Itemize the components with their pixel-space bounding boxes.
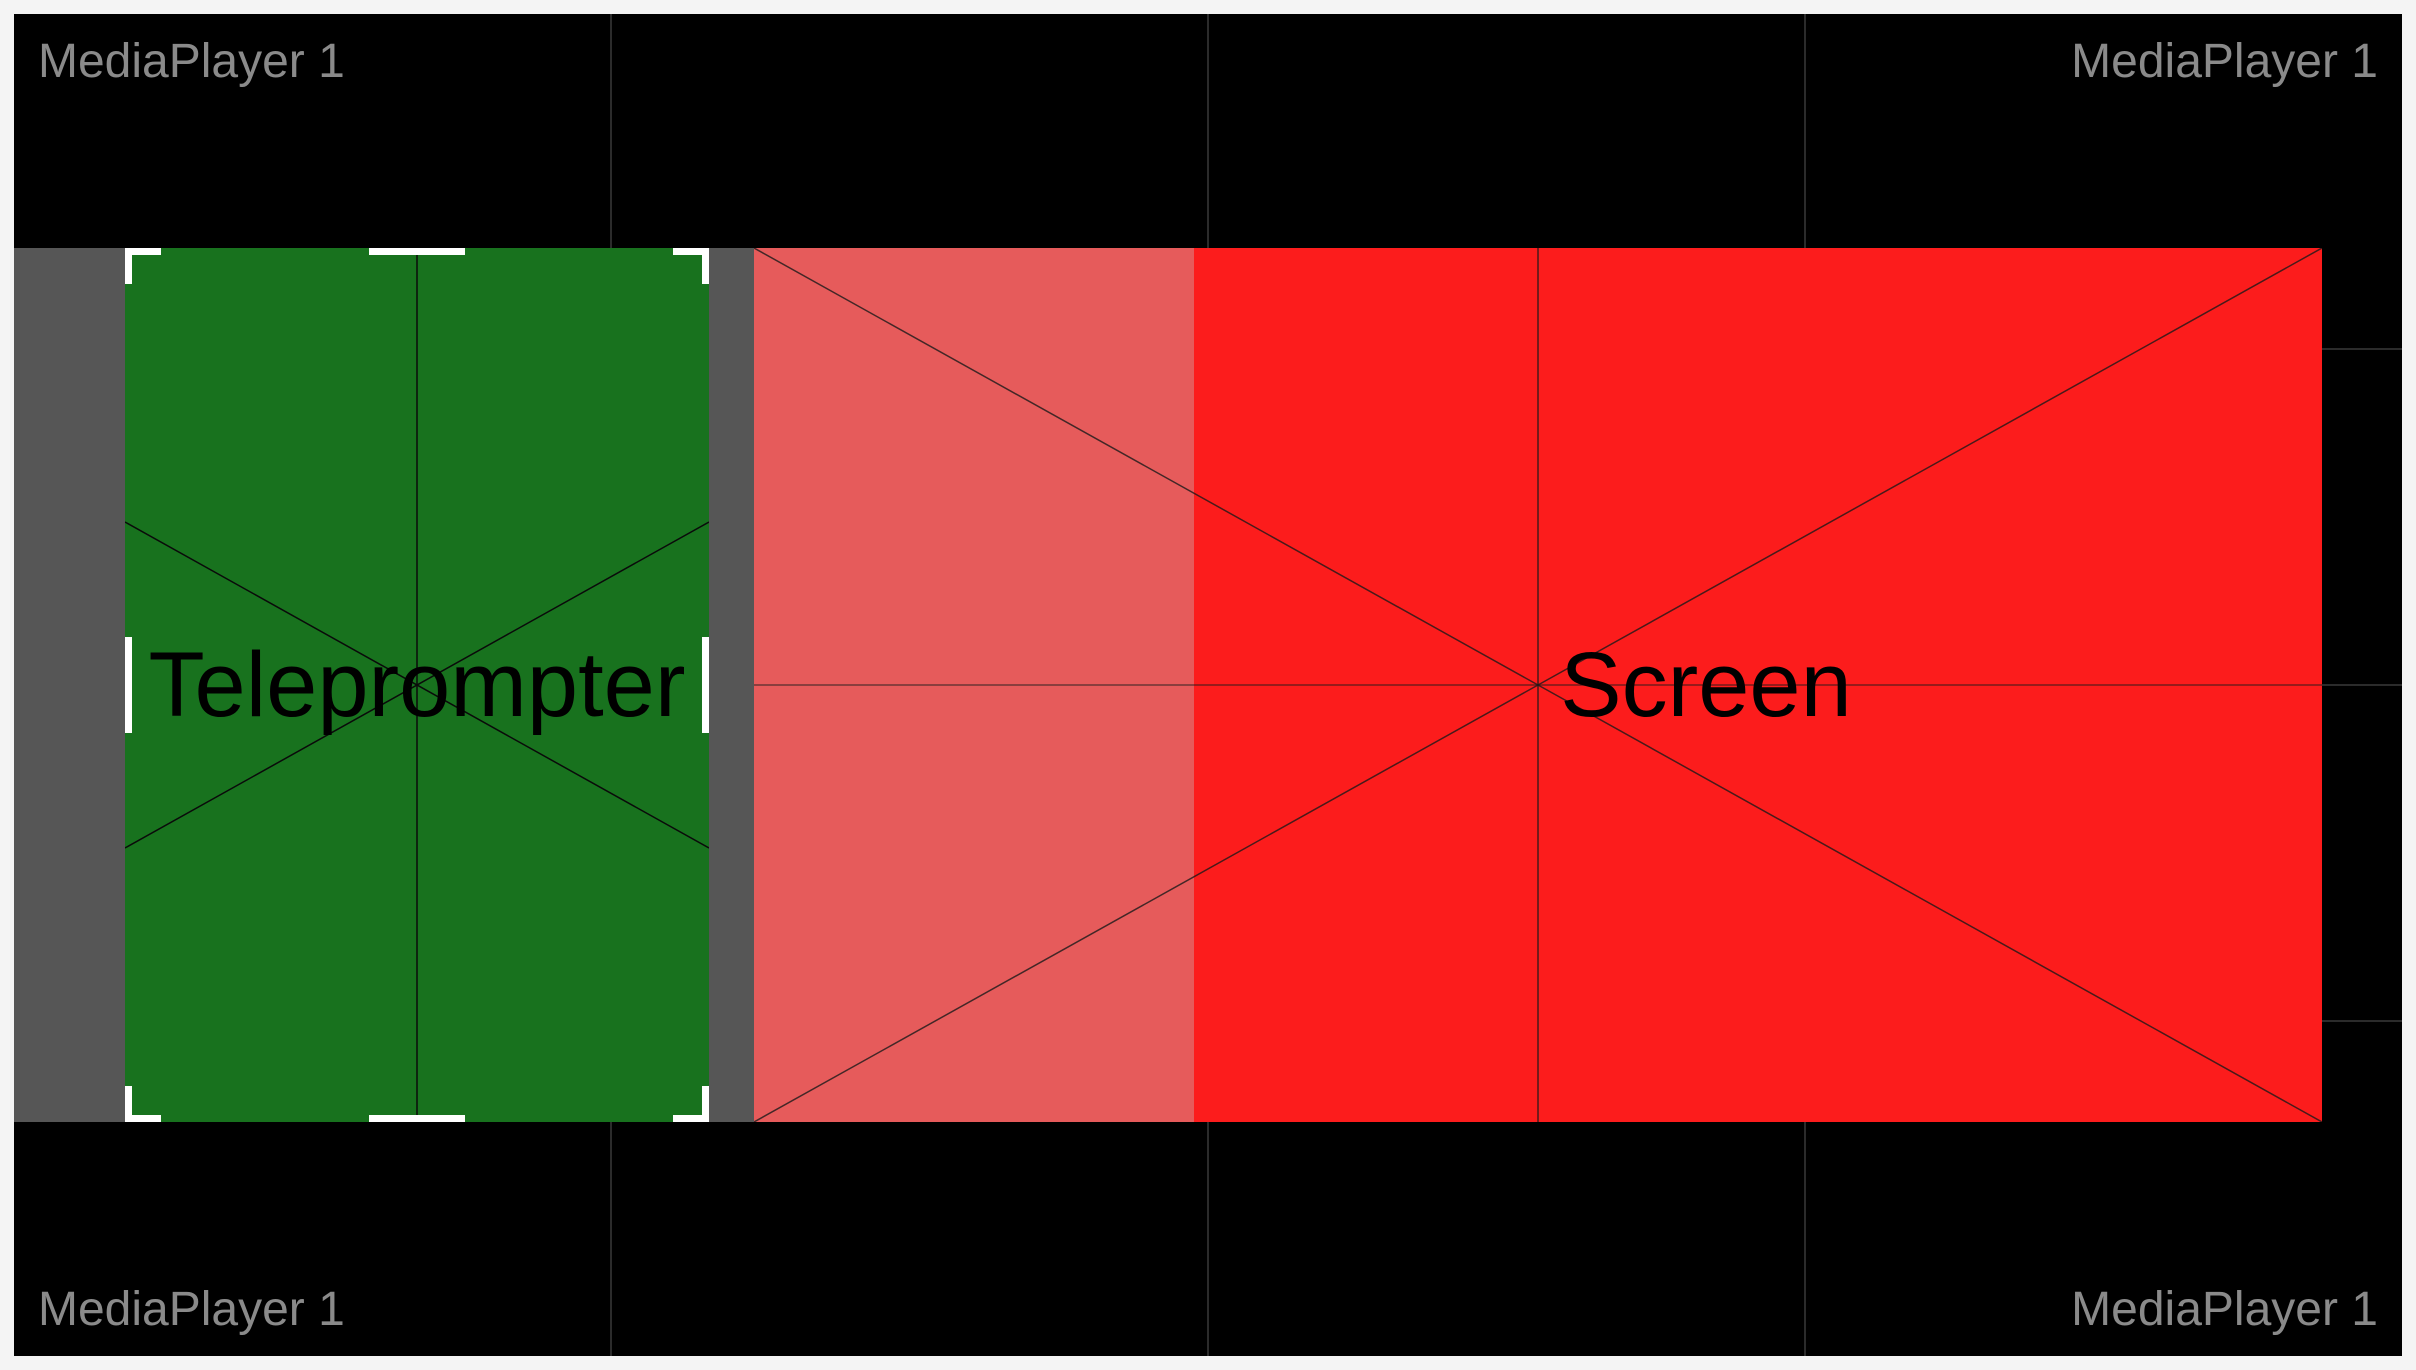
resize-handle-top-right[interactable] [673, 248, 709, 255]
resize-handle-bottom[interactable] [369, 1115, 465, 1122]
resize-handle-bottom-left[interactable] [125, 1086, 132, 1122]
corner-label-bottom-right: MediaPlayer 1 [2071, 1283, 2378, 1336]
screen-label: Screen [1560, 634, 1852, 736]
resize-handle-top-left[interactable] [125, 248, 161, 255]
corner-label-top-right: MediaPlayer 1 [2071, 35, 2378, 88]
teleprompter-label: Teleprompter [148, 634, 686, 736]
resize-handle-top-right[interactable] [702, 248, 709, 284]
resize-handle-bottom-right[interactable] [702, 1086, 709, 1122]
resize-handle-bottom-left[interactable] [125, 1115, 161, 1122]
resize-handle-left[interactable] [125, 637, 132, 733]
screen-layer[interactable]: Screen [754, 248, 2322, 1122]
corner-label-bottom-left: MediaPlayer 1 [38, 1283, 345, 1336]
resize-handle-bottom-right[interactable] [673, 1115, 709, 1122]
corner-label-top-left: MediaPlayer 1 [38, 35, 345, 88]
teleprompter-layer-graphic [125, 248, 709, 1122]
teleprompter-layer[interactable]: Teleprompter [125, 248, 709, 1122]
resize-handle-top[interactable] [369, 248, 465, 255]
screen-layer-graphic [754, 248, 2322, 1122]
resize-handle-top-left[interactable] [125, 248, 132, 284]
preview-canvas[interactable]: MediaPlayer 1 MediaPlayer 1 MediaPlayer … [14, 14, 2402, 1356]
resize-handle-right[interactable] [702, 637, 709, 733]
